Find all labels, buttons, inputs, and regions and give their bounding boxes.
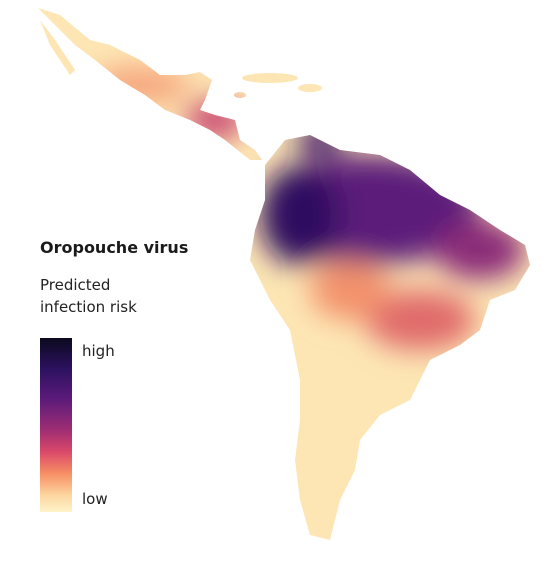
legend-subtitle: Predicted infection risk <box>40 276 137 316</box>
legend-low: low <box>82 490 108 508</box>
map-title: Oropouche virus <box>40 238 189 257</box>
legend-color-bar <box>40 338 72 512</box>
legend-high: high <box>82 342 115 360</box>
